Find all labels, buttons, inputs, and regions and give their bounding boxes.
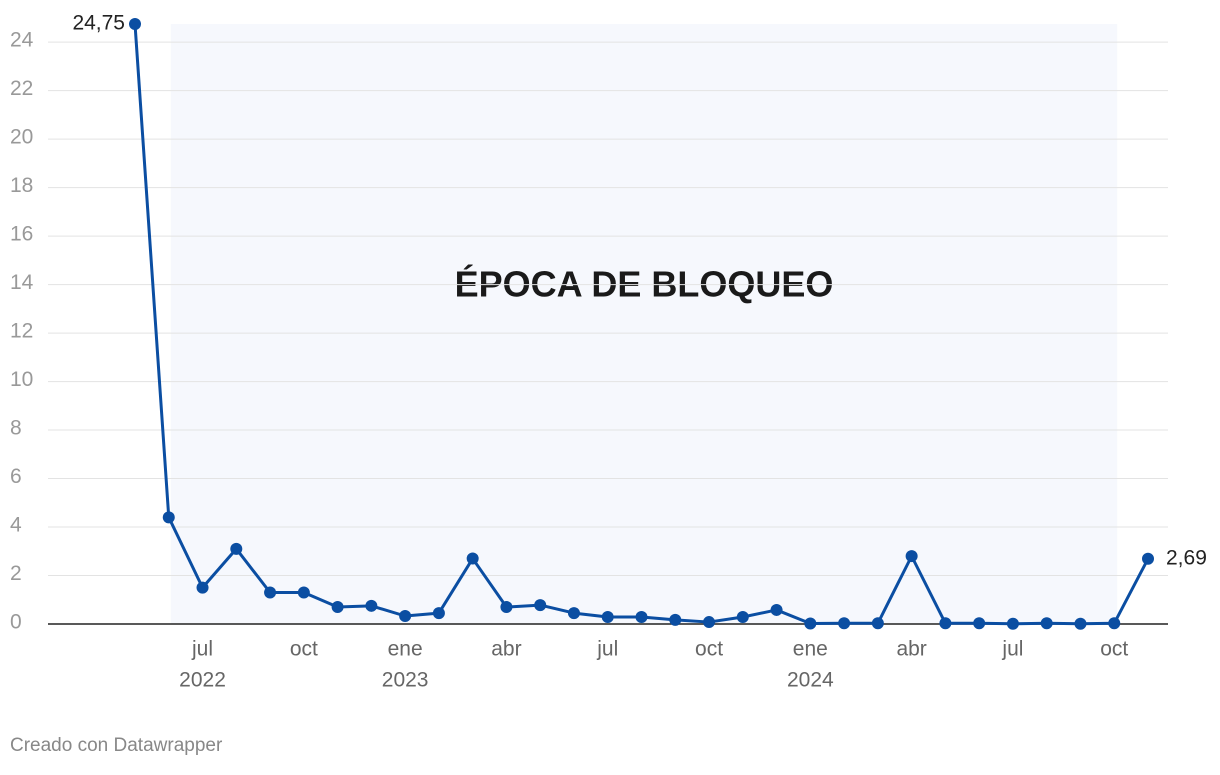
point bbox=[703, 616, 716, 629]
x-year-label: 2022 bbox=[179, 669, 226, 692]
y-tick-label: 14 bbox=[10, 271, 34, 294]
y-tick-label: 4 bbox=[10, 514, 22, 537]
x-tick-label: ene bbox=[388, 638, 423, 661]
point bbox=[196, 581, 209, 594]
point bbox=[1108, 617, 1121, 630]
y-tick-label: 8 bbox=[10, 417, 22, 440]
point bbox=[1006, 617, 1019, 630]
point bbox=[567, 607, 580, 620]
y-tick-label: 6 bbox=[10, 465, 22, 488]
x-tick-label: oct bbox=[695, 638, 723, 661]
value-label: 24,75 bbox=[72, 12, 125, 35]
x-tick-label: oct bbox=[1100, 638, 1128, 661]
point bbox=[264, 586, 277, 599]
y-tick-label: 18 bbox=[10, 174, 33, 197]
point bbox=[399, 610, 412, 622]
point bbox=[871, 617, 884, 630]
point bbox=[432, 607, 445, 620]
highlight-region bbox=[170, 24, 1118, 624]
x-tick-label: ene bbox=[793, 638, 828, 661]
point bbox=[1142, 552, 1154, 565]
y-tick-label: 22 bbox=[10, 77, 33, 100]
point bbox=[1074, 617, 1087, 630]
footer: Creado con Datawrapper bbox=[10, 735, 223, 756]
point bbox=[1040, 617, 1053, 630]
x-tick-label: oct bbox=[290, 638, 318, 661]
x-tick-label: jul bbox=[191, 638, 213, 661]
point bbox=[736, 610, 749, 623]
point bbox=[838, 617, 851, 630]
x-year-label: 2024 bbox=[787, 669, 834, 692]
y-tick-label: 10 bbox=[10, 368, 33, 391]
value-label: 2,69 bbox=[1166, 546, 1207, 569]
y-tick-label: 12 bbox=[10, 320, 33, 343]
point bbox=[973, 617, 986, 630]
point bbox=[129, 18, 141, 30]
y-tick-label: 0 bbox=[10, 611, 22, 634]
point bbox=[770, 603, 783, 616]
point bbox=[331, 601, 344, 614]
point bbox=[365, 599, 378, 612]
point bbox=[669, 613, 682, 626]
x-tick-label: abr bbox=[491, 638, 521, 661]
x-tick-label: abr bbox=[896, 638, 926, 661]
point bbox=[466, 552, 479, 565]
point bbox=[939, 617, 952, 630]
y-tick-label: 20 bbox=[10, 126, 33, 149]
point bbox=[162, 511, 175, 524]
x-tick-label: jul bbox=[1001, 638, 1023, 661]
y-tick-label: 16 bbox=[10, 223, 33, 246]
point bbox=[601, 610, 614, 623]
annotation: ÉPOCA DE BLOQUEO bbox=[455, 264, 834, 305]
point bbox=[905, 550, 918, 563]
x-tick-label: jul bbox=[596, 638, 618, 661]
point bbox=[534, 599, 547, 612]
point bbox=[635, 610, 648, 623]
y-tick-label: 24 bbox=[10, 29, 34, 52]
x-year-label: 2023 bbox=[382, 669, 429, 692]
y-tick-label: 2 bbox=[10, 562, 22, 585]
point bbox=[230, 542, 243, 555]
point bbox=[804, 617, 817, 630]
point bbox=[297, 586, 310, 599]
point bbox=[500, 601, 513, 614]
